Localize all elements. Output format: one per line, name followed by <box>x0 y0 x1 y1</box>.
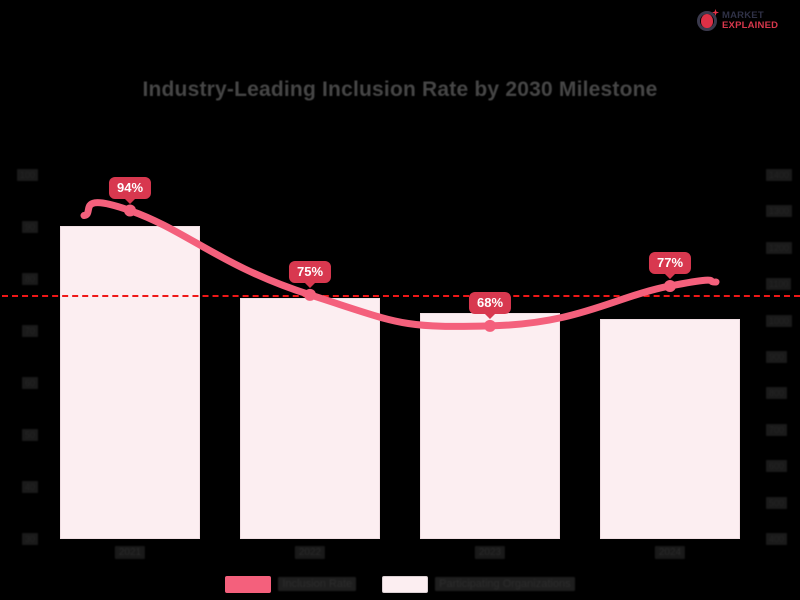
y-tick-right-0: 1400 <box>766 169 793 181</box>
y-tick-right-3: 1100 <box>766 278 792 291</box>
reference-line <box>2 294 800 297</box>
line-swatch-icon <box>225 575 272 593</box>
y-tick-left-7: 30 <box>21 533 38 545</box>
data-label-2022: 75% <box>288 260 332 288</box>
logo-mark-icon <box>696 9 719 32</box>
y-tick-right-1: 1300 <box>766 205 793 218</box>
y-tick-right-7: 700 <box>766 423 788 436</box>
line-path <box>80 199 720 330</box>
line-point-2024 <box>664 279 676 292</box>
y-tick-left-6: 40 <box>21 481 38 493</box>
y-tick-right-5: 900 <box>766 351 788 363</box>
x-tick-2024: 2024 <box>654 546 686 559</box>
line-point-2022 <box>304 288 316 301</box>
data-label-2023: 68% <box>468 291 512 319</box>
logo-line-1: MARKET <box>722 10 764 22</box>
legend-item-1[interactable]: Participating Organizations <box>382 575 575 593</box>
bar-2022 <box>240 298 380 539</box>
data-label-2024: 77% <box>648 251 692 279</box>
logo-line-2: EXPLAINED <box>722 20 779 31</box>
y-tick-right-2: 1200 <box>766 241 793 254</box>
brand-logo: MARKET EXPLAINED <box>696 6 792 36</box>
x-tick-2022: 2022 <box>294 546 326 559</box>
y-tick-left-5: 50 <box>21 429 38 441</box>
legend-item-0[interactable]: Inclusion Rate <box>225 575 357 593</box>
y-tick-left-3: 70 <box>21 325 38 337</box>
bar-swatch-icon <box>382 575 429 593</box>
line-point-2021 <box>124 204 136 217</box>
y-tick-left-0: 100 <box>16 169 38 181</box>
y-tick-right-9: 500 <box>766 496 788 509</box>
bar-2024 <box>600 319 740 539</box>
y-tick-left-2: 80 <box>21 273 38 285</box>
bar-2021 <box>60 225 200 539</box>
bar-2023 <box>420 312 560 539</box>
x-tick-2023: 2023 <box>474 546 506 559</box>
y-tick-right-4: 1000 <box>766 314 793 327</box>
y-tick-right-6: 800 <box>766 387 788 400</box>
plot-area: 94% 75% 68% 77% <box>2 175 800 539</box>
data-label-2021: 94% <box>108 176 152 204</box>
y-tick-left-4: 60 <box>21 377 38 389</box>
line-series <box>80 199 720 332</box>
y-tick-left-1: 90 <box>21 221 38 233</box>
logo-wordmark: MARKET EXPLAINED <box>722 11 778 30</box>
y-tick-right-10: 400 <box>766 533 788 545</box>
legend-label-1: Participating Organizations <box>435 577 575 591</box>
legend-label-0: Inclusion Rate <box>278 577 357 591</box>
line-point-2023 <box>484 319 496 332</box>
y-tick-right-8: 600 <box>766 460 788 473</box>
chart-legend: Inclusion Rate Participating Organization… <box>0 572 800 596</box>
x-tick-2021: 2021 <box>114 546 146 559</box>
chart-title: Industry-Leading Inclusion Rate by 2030 … <box>142 78 658 101</box>
